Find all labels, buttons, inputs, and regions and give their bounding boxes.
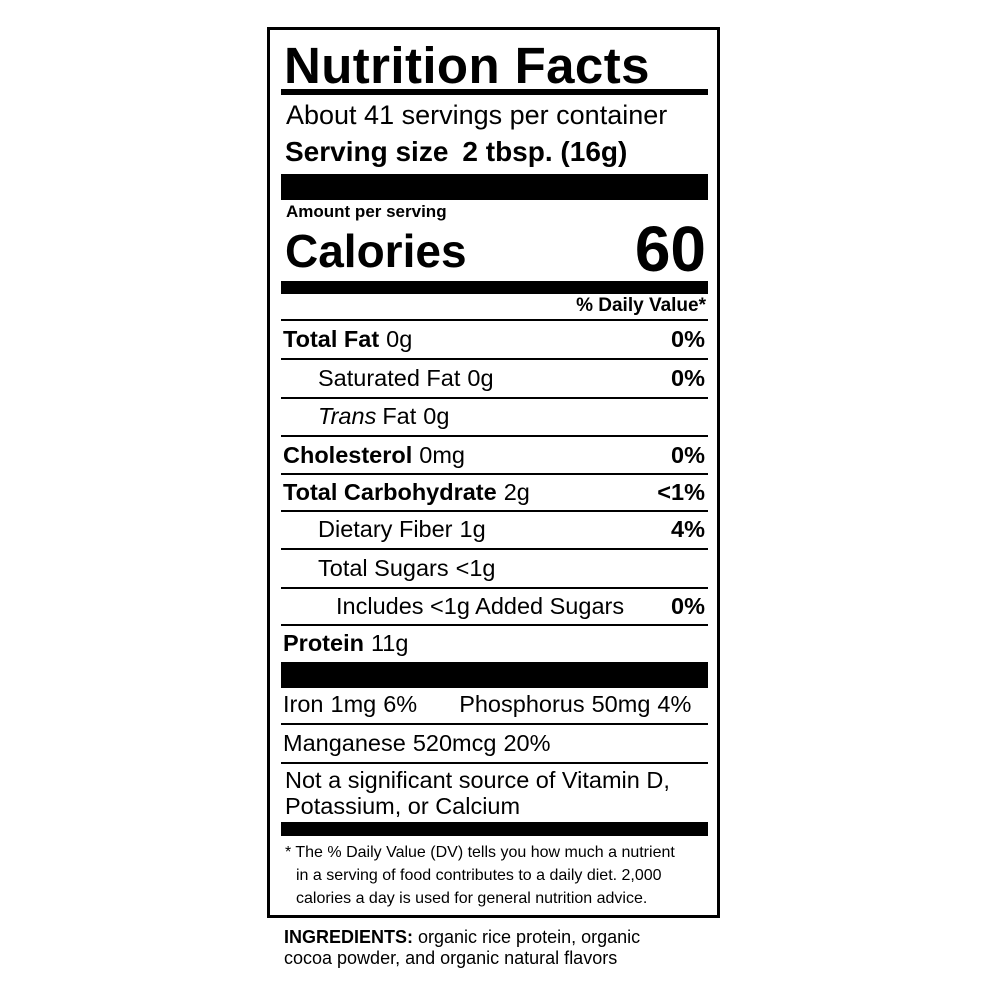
mineral-name: Phosphorus	[459, 690, 585, 717]
calories-label: Calories	[285, 225, 467, 277]
ingredients-label: INGREDIENTS:	[284, 927, 414, 947]
nutrient-dv: <1%	[657, 478, 705, 505]
divider	[281, 89, 708, 95]
nutrient-name-italic: Trans	[318, 402, 377, 429]
nutrient-amount: 0mg	[419, 441, 465, 468]
serving-size-value: 2 tbsp. (16g)	[462, 136, 628, 167]
mineral-amount: 1mg	[330, 690, 377, 717]
nutrient-name: Total Fat	[283, 325, 380, 352]
mineral-row: Manganese 520mcg 20%	[283, 725, 705, 761]
divider	[281, 548, 708, 550]
footnote: * The % Daily Value (DV) tells you how m…	[285, 841, 675, 910]
nutrient-dv: 0%	[671, 441, 705, 468]
nutrient-name: Protein	[283, 629, 364, 656]
nutrient-name: Includes <1g Added Sugars	[336, 592, 625, 619]
nutrient-row: Protein 11g	[283, 625, 705, 661]
nutrient-row: Dietary Fiber 1g 4%	[283, 511, 705, 547]
nutrient-row: Trans Fat 0g	[283, 398, 705, 434]
mineral-row: Iron 1mg 6% Phosphorus 50mg 4%	[283, 686, 705, 722]
nutrient-row: Total Fat 0g 0%	[283, 321, 705, 357]
footnote-line: calories a day is used for general nutri…	[296, 890, 648, 907]
ingredients-line: cocoa powder, and organic natural flavor…	[284, 948, 618, 968]
nutrient-dv: 0%	[671, 364, 705, 391]
nutrient-name: Fat	[382, 402, 417, 429]
nutrient-row: Includes <1g Added Sugars 0%	[283, 588, 705, 624]
nutrient-dv: 0%	[671, 325, 705, 352]
nutrient-name: Saturated Fat	[318, 364, 461, 391]
ingredients-line: organic rice protein, organic	[418, 927, 641, 947]
nutrient-amount: 1g	[459, 515, 486, 542]
mineral-amount: 520mcg	[412, 729, 497, 756]
serving-size: Serving size 2 tbsp. (16g)	[285, 136, 627, 168]
divider	[281, 762, 708, 764]
nutrient-name: Total Carbohydrate	[283, 478, 497, 505]
mineral-dv: 6%	[383, 690, 418, 717]
mineral-dv: 20%	[503, 729, 551, 756]
nutrient-name: Cholesterol	[283, 441, 413, 468]
divider	[281, 397, 708, 399]
nutrient-amount: 2g	[503, 478, 530, 505]
divider	[281, 435, 708, 437]
nutrient-amount: 0g	[423, 402, 450, 429]
divider	[281, 473, 708, 475]
divider	[281, 319, 708, 321]
note-line: Potassium, or Calcium	[285, 793, 521, 819]
nutrient-row: Cholesterol 0mg 0%	[283, 437, 705, 473]
nutrient-amount: 11g	[370, 629, 409, 656]
nutrient-row: Saturated Fat 0g 0%	[283, 360, 705, 396]
ingredients: INGREDIENTS: organic rice protein, organi…	[284, 927, 640, 969]
nutrient-amount: 0g	[467, 364, 494, 391]
amount-per-serving: Amount per serving	[286, 202, 447, 221]
nutrient-name: Total Sugars	[318, 554, 449, 581]
mineral-amount: 50mg	[591, 690, 651, 717]
mineral-name: Iron	[283, 690, 324, 717]
divider	[281, 587, 708, 589]
footnote-line: * The % Daily Value (DV) tells you how m…	[285, 844, 675, 861]
serving-size-label: Serving size	[285, 136, 449, 167]
label-box	[267, 27, 720, 918]
nutrient-dv: 4%	[671, 515, 705, 542]
nutrient-dv: 0%	[671, 592, 705, 619]
divider	[281, 662, 708, 688]
divider	[281, 624, 708, 626]
divider	[281, 510, 708, 512]
note: Not a significant source of Vitamin D, P…	[285, 767, 670, 819]
divider	[281, 281, 708, 294]
nutrient-row: Total Sugars <1g	[283, 550, 705, 586]
mineral-name: Manganese	[283, 729, 406, 756]
nutrient-amount: <1g	[455, 554, 496, 581]
nutrient-amount: 0g	[386, 325, 413, 352]
divider	[281, 174, 708, 200]
mineral-dv: 4%	[657, 690, 692, 717]
calories-value: 60	[634, 213, 706, 285]
nutrient-name: Dietary Fiber	[318, 515, 453, 542]
title: Nutrition Facts	[284, 37, 650, 94]
footnote-line: in a serving of food contributes to a da…	[296, 867, 662, 884]
divider	[281, 358, 708, 360]
nutrient-row: Total Carbohydrate 2g <1%	[283, 474, 705, 510]
divider	[281, 723, 708, 725]
daily-value-header: % Daily Value*	[576, 295, 706, 316]
servings: About 41 servings per container	[286, 100, 668, 130]
note-line: Not a significant source of Vitamin D,	[285, 767, 670, 793]
divider	[281, 822, 708, 836]
